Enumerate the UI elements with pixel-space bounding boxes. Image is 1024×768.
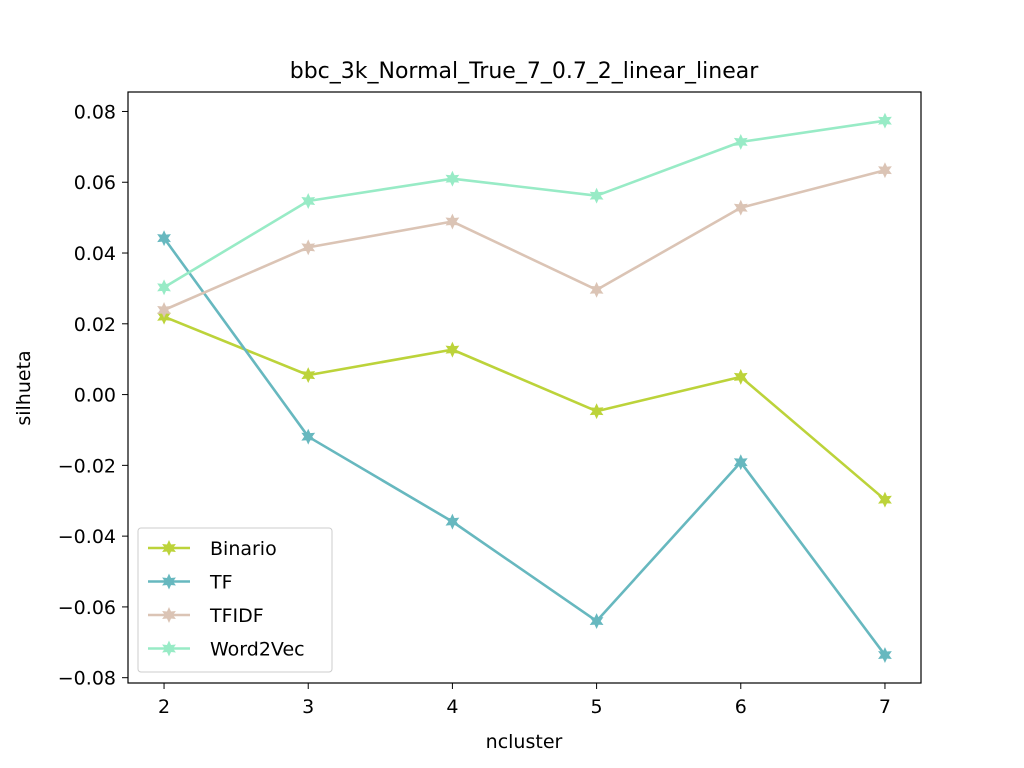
series-lines <box>162 119 886 656</box>
legend-label-tf: TF <box>209 572 233 594</box>
x-tick-label: 2 <box>158 696 170 718</box>
data-point-word2vec <box>445 170 460 187</box>
data-point-word2vec <box>878 112 892 129</box>
data-point-word2vec <box>157 279 171 296</box>
series-line-tfidf <box>163 168 886 312</box>
x-tick-label: 7 <box>879 696 891 718</box>
data-point-tf <box>733 454 748 471</box>
legend-marker-binario <box>162 540 176 556</box>
y-tick-label: −0.06 <box>58 597 116 619</box>
y-tick-label: −0.08 <box>58 668 116 690</box>
plot-frame <box>127 91 922 684</box>
data-point-word2vec <box>589 187 604 204</box>
data-point-tfidf <box>589 281 604 298</box>
y-tick-label: 0.00 <box>74 385 116 407</box>
data-point-tf <box>589 613 604 630</box>
y-tick-label: 0.04 <box>74 243 116 265</box>
x-tick-label: 6 <box>735 696 747 718</box>
legend: Binario TF TFIDF Word2Vec <box>137 527 333 673</box>
data-point-tf <box>878 647 892 663</box>
series-line-tf <box>162 237 886 656</box>
legend-box <box>137 527 333 673</box>
x-tick-label: 5 <box>591 696 603 718</box>
y-tick-label: 0.02 <box>74 314 116 336</box>
y-axis-label: silhueta <box>13 350 35 425</box>
data-point-word2vec <box>301 193 316 209</box>
legend-label-tfidf: TFIDF <box>209 605 264 627</box>
data-point-binario <box>301 367 316 384</box>
data-point-binario <box>878 491 892 508</box>
legend-marker-word2vec <box>162 640 176 657</box>
legend-marker-tfidf <box>162 607 176 623</box>
x-tick-label: 3 <box>302 696 314 718</box>
y-tick-label: 0.06 <box>74 172 116 194</box>
data-point-tfidf <box>301 239 316 256</box>
data-point-tfidf <box>878 162 892 179</box>
legend-items: Binario TF TFIDF Word2Vec <box>148 538 305 661</box>
x-axis-label: ncluster <box>486 731 563 753</box>
x-tick-label: 4 <box>446 696 458 718</box>
y-tick-label: −0.02 <box>58 455 116 477</box>
chart-title: bbc_3k_Normal_True_7_0.7_2_linear_linear <box>290 59 759 84</box>
data-point-tfidf <box>445 213 460 230</box>
y-tick-label: 0.08 <box>74 101 116 123</box>
data-point-tf <box>157 230 171 247</box>
x-axis-ticks: 2 3 4 5 6 7 <box>158 683 891 718</box>
legend-label-binario: Binario <box>210 538 277 560</box>
series-line-word2vec <box>163 119 886 289</box>
series-line-binario <box>163 315 886 501</box>
data-point-tf <box>301 428 316 445</box>
data-point-binario <box>445 341 460 358</box>
y-axis-ticks: −0.08 −0.06 −0.04 −0.02 0.00 0.02 0.04 0.06 0.08 <box>58 101 128 690</box>
data-point-binario <box>733 368 748 385</box>
data-point-binario <box>589 403 604 420</box>
series-markers <box>157 112 892 663</box>
data-point-word2vec <box>733 133 748 150</box>
legend-label-word2vec: Word2Vec <box>210 639 305 661</box>
legend-marker-tf <box>162 573 176 590</box>
y-tick-label: −0.04 <box>58 526 116 548</box>
data-point-tfidf <box>157 302 171 318</box>
data-point-tfidf <box>733 199 748 216</box>
data-point-tf <box>445 513 460 530</box>
